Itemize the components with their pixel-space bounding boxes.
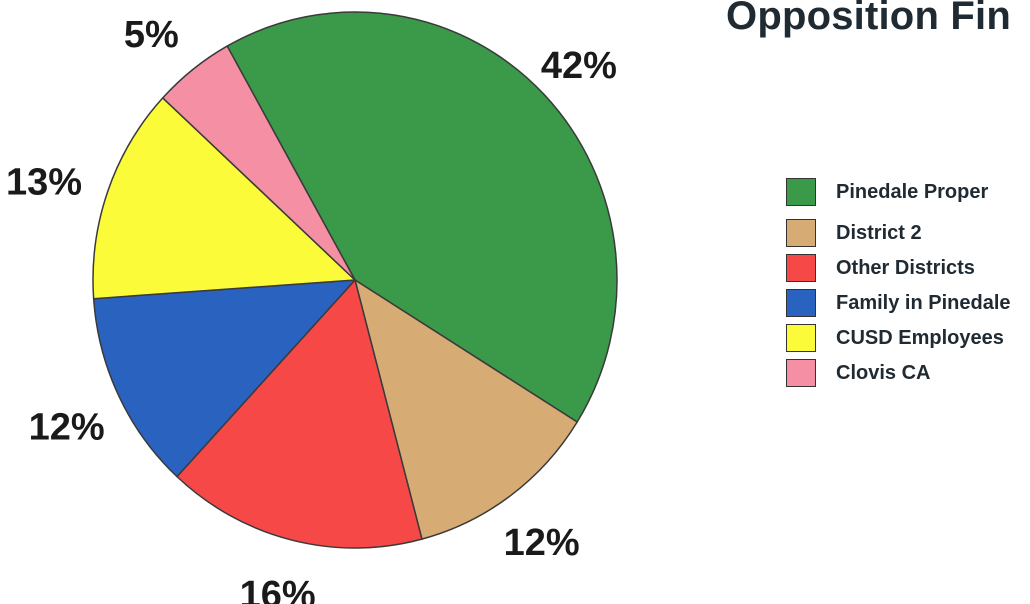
pie-slice-clovis-ca [162,45,356,281]
legend-swatch-pinedale-proper [786,178,816,206]
legend-swatch-district-2 [786,219,816,247]
legend-label-district-2: District 2 [836,221,922,244]
pie-slice-district-2 [354,279,578,540]
legend-label-pinedale-proper: Pinedale Proper [836,180,989,203]
legend-label-clovis-ca: Clovis CA [836,361,931,384]
pie-slice-other-districts [176,279,423,549]
pie-slice-pinedale-proper [226,11,618,423]
legend: Pinedale Proper District 2 Other Distric… [786,177,1011,399]
legend-swatch-other-districts [786,254,816,282]
legend-label-other-districts: Other Districts [836,256,975,279]
pie-label-other-districts: 16% [240,574,316,604]
legend-item-pinedale-proper: Pinedale Proper [786,177,1011,207]
pie-label-pinedale-proper: 42% [541,45,617,87]
legend-swatch-clovis-ca [786,359,816,387]
pie-label-cusd-employees: 13% [6,161,82,203]
legend-item-other-districts: Other Districts [786,253,1011,283]
pie-label-district-2: 12% [504,522,580,564]
chart-title: Opposition Fin [726,0,1011,38]
legend-swatch-family-in-pinedale [786,289,816,317]
pie-slices [92,11,618,549]
legend-item-district-2: District 2 [786,218,1011,248]
pie-chart: 42% 12% 16% 12% 13% 5% [6,11,618,604]
legend-item-family-in-pinedale: Family in Pinedale [786,288,1011,318]
legend-label-cusd-employees: CUSD Employees [836,326,1004,349]
pie-labels: 42% 12% 16% 12% 13% 5% [6,14,617,604]
legend-item-cusd-employees: CUSD Employees [786,323,1011,353]
pie-label-clovis-ca: 5% [124,14,179,56]
legend-label-family-in-pinedale: Family in Pinedale [836,291,1011,314]
pie-slice-cusd-employees [92,97,356,300]
pie-slice-family-in-pinedale [92,279,356,478]
legend-item-clovis-ca: Clovis CA [786,358,1011,388]
pie-label-family-in-pinedale: 12% [29,406,105,448]
legend-swatch-cusd-employees [786,324,816,352]
